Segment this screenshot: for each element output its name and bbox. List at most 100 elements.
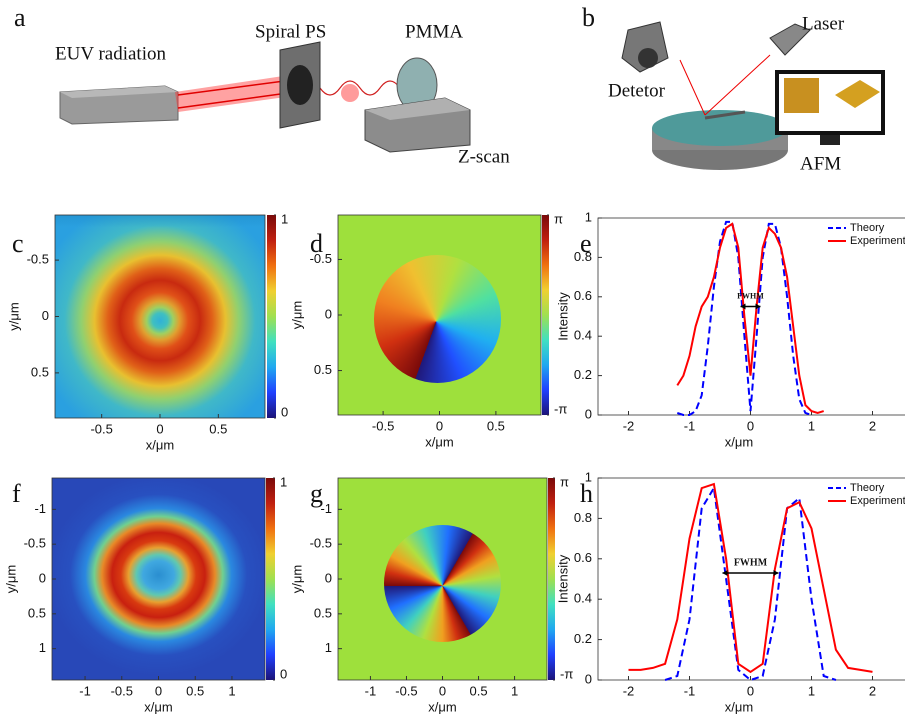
y-tick-label: 0.2 (574, 367, 592, 382)
x-tick-label: 1 (511, 683, 518, 698)
colorbar-tick-label: -π (554, 401, 567, 416)
y-tick-label: 0.5 (314, 362, 332, 377)
colorbar (266, 478, 275, 680)
x-tick-label: 0 (747, 683, 754, 698)
x-axis-label: x/μm (146, 437, 174, 452)
x-tick-label: 0 (156, 421, 163, 436)
x-tick-label: 0.5 (186, 683, 204, 698)
y-axis-label: Intensity (555, 292, 570, 341)
heatmap-image (52, 478, 265, 680)
annotation: FWHM (734, 557, 768, 568)
colorbar-tick-label: π (554, 211, 563, 226)
x-tick-label: -0.5 (90, 421, 112, 436)
y-tick-label: 0.2 (574, 631, 592, 646)
x-tick-label: -2 (623, 418, 635, 433)
legend-label: Theory (850, 482, 885, 494)
y-tick-label: 0 (585, 406, 592, 421)
heatmap-image (55, 215, 265, 418)
colorbar-fill (267, 215, 276, 418)
colorbar-tick-label: 0 (281, 404, 288, 419)
heatmap-fill (338, 215, 541, 415)
figure: a b c d e f g h EUV radiation Spiral PS … (0, 0, 905, 716)
label: AFM (800, 153, 841, 174)
annotation: FWHM (737, 291, 764, 300)
x-tick-label: 0 (436, 418, 443, 433)
colorbar-tick-label: π (560, 474, 569, 489)
y-tick-label: 0.6 (574, 288, 592, 303)
heatmap-fill (52, 478, 265, 680)
y-tick-label: 0.5 (28, 605, 46, 620)
y-tick-label: 0 (39, 570, 46, 585)
y-tick-label: 0.8 (574, 249, 592, 264)
x-tick-label: 2 (869, 418, 876, 433)
x-tick-label: 0 (747, 418, 754, 433)
phase-disk (384, 525, 501, 642)
y-tick-label: 0 (585, 671, 592, 686)
x-axis-label: x/μm (428, 699, 456, 714)
colorbar (267, 215, 276, 418)
x-tick-label: 0.5 (209, 421, 227, 436)
x-tick-label: 0 (439, 683, 446, 698)
x-axis-label: x/μm (144, 699, 172, 714)
plot-frame (598, 218, 905, 415)
x-tick-label: 1 (808, 683, 815, 698)
y-tick-label: -0.5 (27, 252, 49, 267)
legend-label: Experiment (850, 235, 905, 247)
colorbar-fill (266, 478, 275, 680)
y-tick-label: 1 (325, 640, 332, 655)
data-line (629, 484, 873, 672)
x-axis-label: x/μm (425, 434, 453, 449)
y-tick-label: 0 (325, 570, 332, 585)
panel-label: c (12, 229, 24, 258)
y-axis-label: y/μm (3, 565, 18, 593)
x-tick-label: 0 (155, 683, 162, 698)
label: Spiral PS (255, 21, 326, 42)
y-tick-label: 1 (585, 209, 592, 224)
x-tick-label: 1 (808, 418, 815, 433)
colorbar-tick-label: 1 (280, 474, 287, 489)
y-axis-label: y/μm (289, 565, 304, 593)
heatmap-fill (338, 478, 547, 680)
heatmap-image (338, 215, 541, 415)
y-axis-label: y/μm (6, 302, 21, 330)
colorbar-tick-label: 0 (280, 666, 287, 681)
x-axis-label: x/μm (725, 699, 753, 714)
y-tick-label: 1 (39, 640, 46, 655)
colorbar-tick-label: -π (560, 666, 573, 681)
colorbar (548, 478, 555, 680)
y-tick-label: 0.6 (574, 550, 592, 565)
x-tick-label: -0.5 (111, 683, 133, 698)
colorbar-tick-label: 1 (281, 211, 288, 226)
panel-label: b (582, 3, 595, 32)
panel-label: f (12, 479, 21, 508)
heatmap-image (338, 478, 547, 680)
x-axis-label: x/μm (725, 434, 753, 449)
heatmap-fill (55, 215, 265, 418)
y-tick-label: 1 (585, 469, 592, 484)
y-tick-label: 0.5 (31, 364, 49, 379)
y-tick-label: 0.8 (574, 510, 592, 525)
legend-label: Experiment (850, 495, 905, 507)
y-tick-label: 0 (325, 306, 332, 321)
x-tick-label: -0.5 (395, 683, 417, 698)
x-tick-label: -2 (623, 683, 635, 698)
y-tick-label: 0 (42, 308, 49, 323)
x-tick-label: -0.5 (372, 418, 394, 433)
label: Detetor (608, 80, 666, 101)
y-tick-label: -0.5 (310, 536, 332, 551)
y-axis-label: Intensity (555, 554, 570, 603)
label: PMMA (405, 21, 463, 42)
x-tick-label: -1 (79, 683, 91, 698)
label: Z-scan (458, 146, 510, 167)
plot-frame (598, 478, 905, 680)
data-line (665, 488, 836, 680)
colorbar-fill (542, 215, 549, 415)
y-tick-label: -0.5 (24, 536, 46, 551)
colorbar-fill (548, 478, 555, 680)
x-tick-label: 2 (869, 683, 876, 698)
label: Laser (802, 13, 845, 34)
colorbar (542, 215, 549, 415)
x-tick-label: -1 (684, 683, 696, 698)
x-tick-label: 1 (228, 683, 235, 698)
data-line (677, 224, 823, 413)
